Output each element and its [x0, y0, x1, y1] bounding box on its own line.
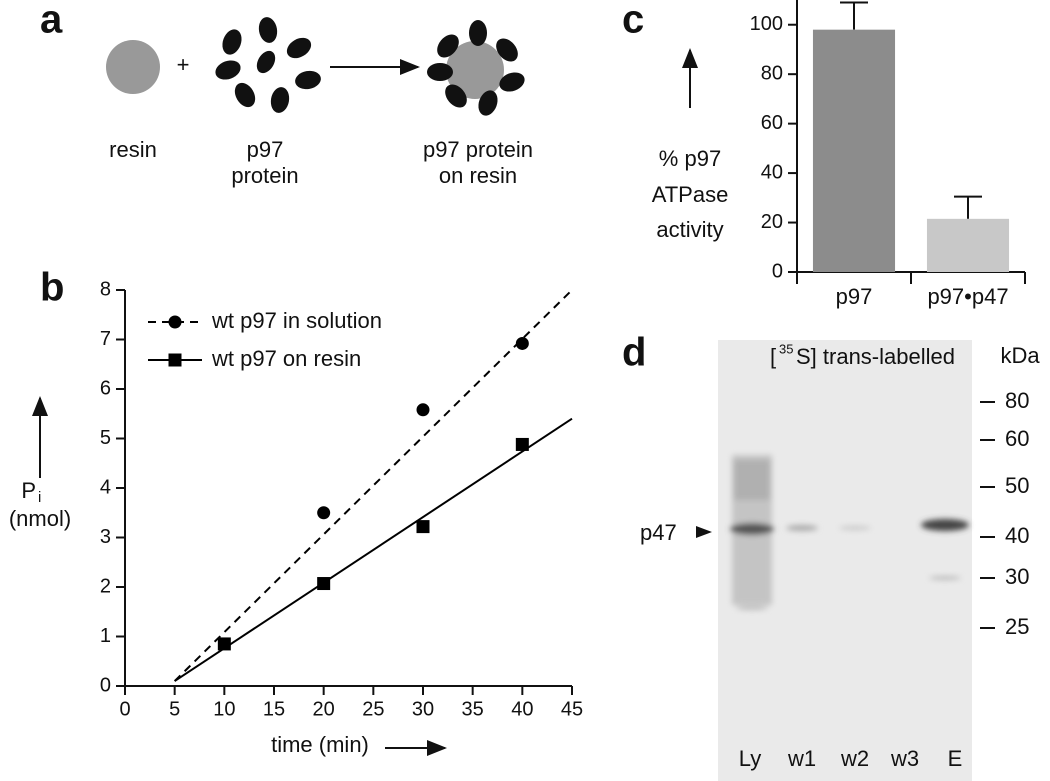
gel-bands	[730, 455, 969, 610]
y-tick-label: 6	[100, 377, 111, 399]
product-label: on resin	[439, 163, 517, 188]
x-axis-label: time (min)	[271, 732, 369, 757]
data-point	[217, 637, 231, 651]
protein-label: p97	[247, 137, 284, 162]
data-point	[416, 403, 430, 417]
y-axis-label-subscript: i	[38, 489, 41, 506]
y-tick-label: 3	[100, 526, 111, 548]
legend-marker	[168, 315, 182, 329]
protein-on-resin	[427, 20, 525, 116]
data-point	[515, 336, 529, 350]
y-tick-label: 40	[761, 161, 783, 183]
y-tick-label: 100	[750, 13, 783, 35]
x-tick-label: 45	[561, 698, 583, 720]
x-tick-label: 20	[313, 698, 335, 720]
gel-title: S] trans-labelled	[796, 344, 955, 369]
gel-title: [	[770, 344, 776, 369]
y-tick-label: 5	[100, 427, 111, 449]
resin-label: resin	[109, 137, 157, 162]
legend-label: wt p97 on resin	[211, 346, 361, 371]
marker-label: 30	[1005, 564, 1029, 589]
data-point	[416, 520, 430, 534]
x-tick-label: 5	[169, 698, 180, 720]
lane-label: E	[948, 746, 963, 771]
panel-d: d [ 35 S] trans-labelled kDa p47	[622, 331, 1040, 781]
error-bar	[840, 1, 868, 30]
y-tick-label: 8	[100, 278, 111, 300]
legend-label: wt p97 in solution	[211, 308, 382, 333]
x-tick-label: 10	[213, 698, 235, 720]
marker-label: 60	[1005, 426, 1029, 451]
error-bar	[954, 195, 982, 219]
lane-label: Ly	[739, 746, 761, 771]
panel-c: c % p97 ATPase activity	[622, 0, 728, 242]
plus-sign: +	[177, 52, 190, 77]
y-tick-label: 0	[772, 260, 783, 282]
y-axis-label: ATPase	[652, 182, 729, 207]
gel-title-superscript: 35	[779, 341, 793, 356]
y-tick-label: 2	[100, 575, 111, 597]
product-label: p97 protein	[423, 137, 533, 162]
y-tick-label: 20	[761, 211, 783, 233]
fit-line	[174, 417, 573, 682]
data-point	[317, 577, 331, 591]
protein-cluster	[215, 17, 321, 113]
x-tick-label: 30	[412, 698, 434, 720]
x-tick-label: 0	[119, 698, 130, 720]
y-axis-label: P	[21, 478, 36, 503]
y-tick-label: 0	[100, 674, 111, 696]
lane-label: w3	[890, 746, 919, 771]
band-arrow	[696, 526, 712, 538]
x-tick-label: 40	[511, 698, 533, 720]
y-axis-label: % p97	[659, 146, 721, 171]
panel-letter: c	[622, 0, 644, 42]
panel-letter: d	[622, 331, 646, 375]
fit-line	[173, 289, 573, 682]
x-tick-label: 25	[362, 698, 384, 720]
panel-letter: a	[40, 0, 63, 42]
y-tick-label: 4	[100, 476, 111, 498]
band-label: p47	[640, 520, 677, 545]
x-tick-label: p97•p47	[927, 284, 1008, 309]
lane-label: w1	[787, 746, 816, 771]
x-tick-label: 35	[462, 698, 484, 720]
y-axis-label: (nmol)	[9, 506, 71, 531]
x-tick-label: 15	[263, 698, 285, 720]
marker-unit: kDa	[1000, 343, 1040, 368]
y-tick-label: 1	[100, 625, 111, 647]
y-tick-label: 60	[761, 112, 783, 134]
panel-letter: b	[40, 266, 64, 310]
y-axis-label: activity	[656, 217, 723, 242]
bar	[812, 29, 896, 272]
y-tick-label: 80	[761, 62, 783, 84]
resin-bead	[446, 41, 504, 99]
panel-a: a + resin p97 protein p97 protein on	[40, 0, 533, 188]
lane-label: w2	[840, 746, 869, 771]
marker-label: 50	[1005, 473, 1029, 498]
bar	[926, 218, 1010, 272]
legend-marker	[168, 353, 182, 367]
protein-label: protein	[231, 163, 298, 188]
marker-label: 40	[1005, 523, 1029, 548]
x-tick-label: p97	[836, 284, 873, 309]
marker-label: 80	[1005, 388, 1029, 413]
marker-label: 25	[1005, 614, 1029, 639]
y-tick-label: 7	[100, 328, 111, 350]
data-point	[317, 506, 331, 520]
resin-bead	[106, 40, 160, 94]
panel-b: b P i (nmol) time (min)	[9, 266, 447, 757]
data-point	[515, 437, 529, 451]
